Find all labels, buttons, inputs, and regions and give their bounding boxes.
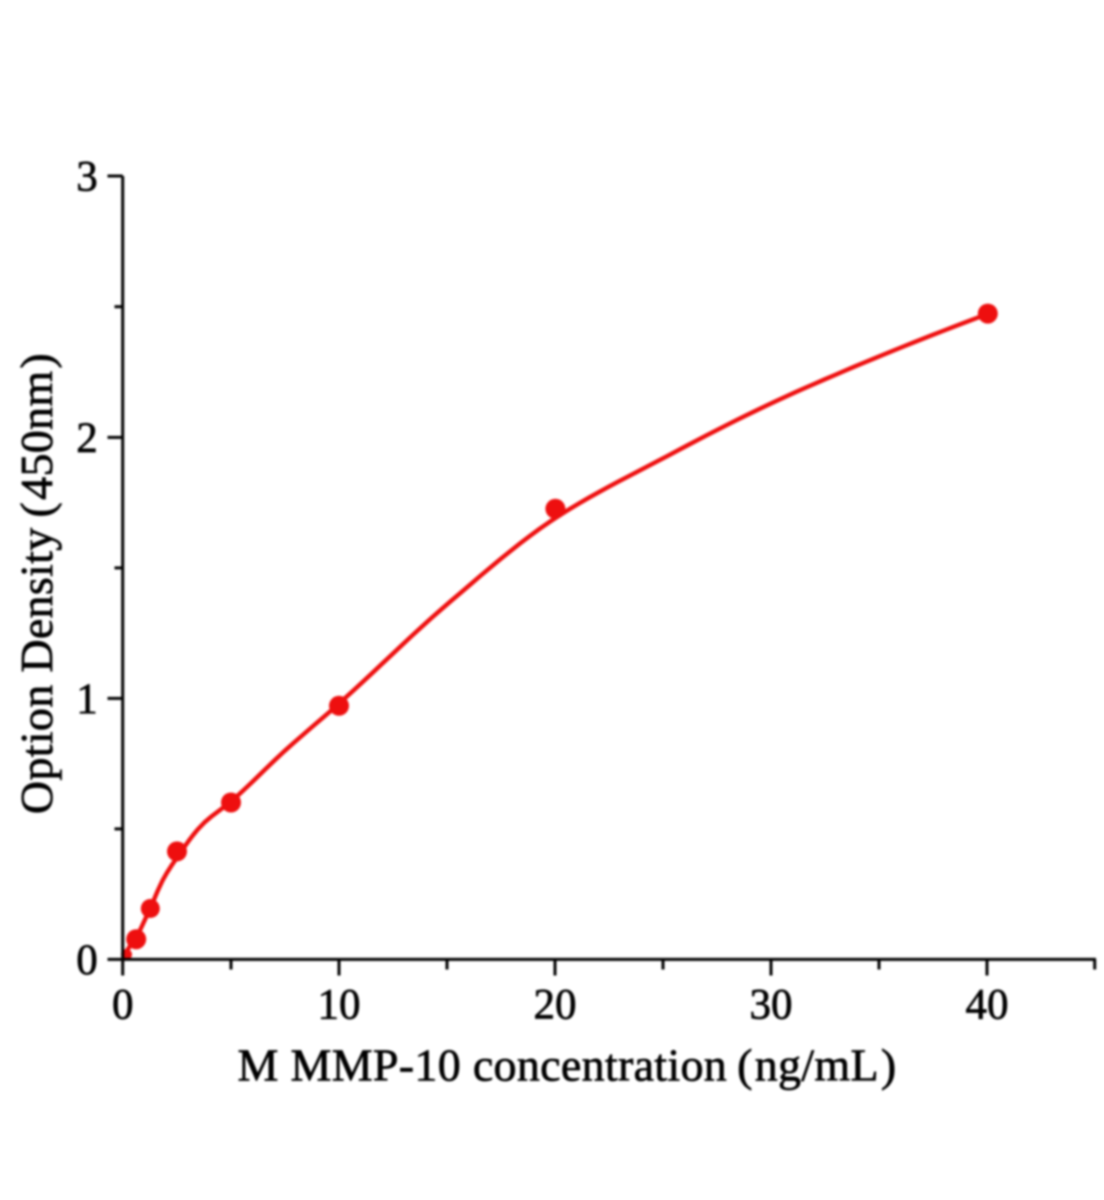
svg-text:10: 10 [318,982,361,1029]
svg-text:3: 3 [76,154,98,201]
svg-text:30: 30 [750,982,793,1029]
svg-text:40: 40 [966,982,1009,1029]
svg-text:20: 20 [534,982,577,1029]
svg-text:M MMP-10 concentration(ng/mL): M MMP-10 concentration (ng/mL) [238,1040,897,1091]
svg-text:Option Density(450nm): Option Density(450nm) [11,353,62,814]
svg-text:0: 0 [76,937,98,984]
svg-text:2: 2 [76,415,98,462]
svg-text:1: 1 [76,676,98,723]
svg-text:0: 0 [112,982,134,1029]
